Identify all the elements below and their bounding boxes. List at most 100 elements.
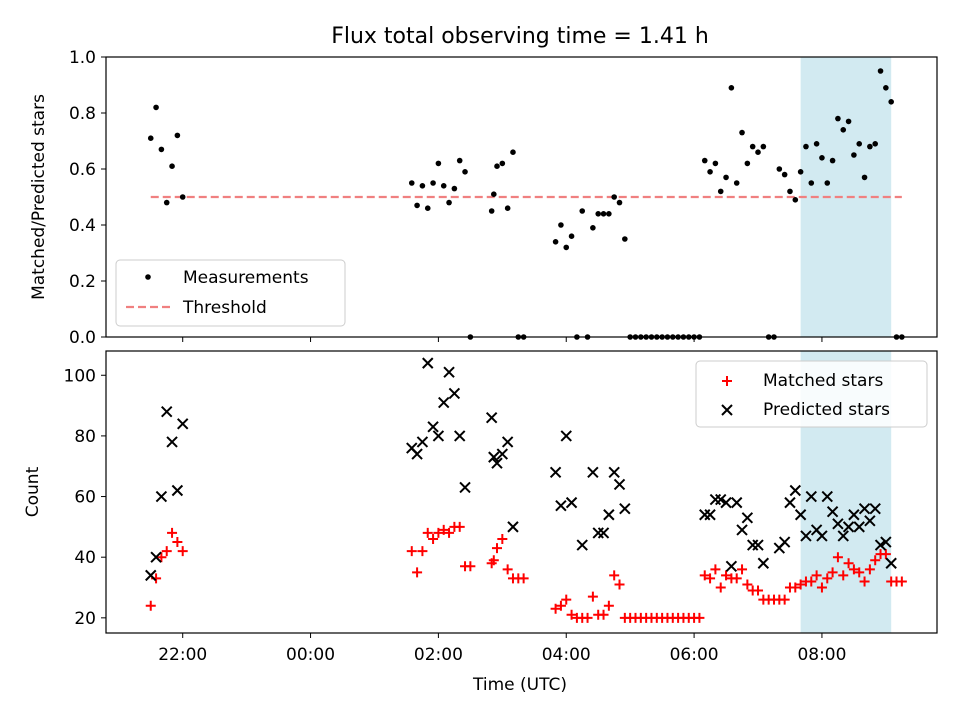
- predicted-star-point: [448, 387, 461, 400]
- matched-star-point: [412, 567, 423, 578]
- predicted-star-point: [608, 466, 620, 478]
- legend-matched-label: Matched stars: [763, 371, 883, 391]
- predicted-star-point: [432, 430, 445, 442]
- predicted-star-point: [501, 436, 514, 448]
- y-tick-label: 0.2: [69, 272, 96, 292]
- matched-star-point: [465, 561, 476, 572]
- measurement-point: [611, 194, 617, 200]
- predicted-star-point: [597, 527, 610, 539]
- y-tick-label: 0.4: [69, 216, 96, 236]
- predicted-star-point: [166, 436, 178, 448]
- x-tick-label: 22:00: [158, 645, 207, 665]
- matched-star-point: [699, 570, 710, 581]
- measurement-point: [707, 169, 713, 175]
- predicted-star-point: [565, 496, 578, 509]
- measurement-point: [845, 118, 852, 125]
- measurement-point: [414, 202, 420, 209]
- measurement-point: [622, 236, 628, 242]
- matched-star-point: [843, 558, 854, 569]
- matched-star-point: [614, 579, 625, 590]
- measurement-point: [147, 135, 154, 141]
- matched-star-point: [156, 552, 167, 563]
- measurement-point: [723, 174, 729, 181]
- predicted-star-point: [411, 448, 423, 460]
- predicted-star-point: [778, 536, 791, 548]
- x-tick-label: 08:00: [797, 645, 846, 665]
- matched-star-point: [406, 546, 417, 557]
- predicted-star-point: [459, 481, 471, 494]
- measurement-point: [701, 157, 708, 164]
- y-tick-label: 0.6: [69, 160, 96, 180]
- predicted-star-point: [736, 524, 748, 536]
- measurement-point: [872, 141, 879, 147]
- matched-star-point: [880, 549, 891, 560]
- predicted-star-point: [794, 509, 807, 521]
- matched-star-point: [705, 573, 716, 584]
- measurement-point: [888, 99, 894, 105]
- predicted-star-point: [177, 418, 189, 430]
- y-tick-label: 20: [74, 609, 96, 629]
- predicted-star-point: [853, 521, 865, 533]
- count-axes-frame: [105, 350, 938, 634]
- predicted-star-point: [731, 496, 743, 509]
- predicted-star-point: [496, 448, 509, 460]
- matched-star-point: [811, 570, 822, 581]
- measurement-point: [712, 160, 719, 167]
- measurement-point: [776, 166, 783, 172]
- measurement-point: [835, 115, 841, 122]
- measurement-point: [797, 169, 804, 175]
- measurement-point: [494, 163, 500, 169]
- measurement-point: [733, 180, 740, 186]
- predicted-star-point: [789, 484, 802, 497]
- measurement-point: [808, 180, 815, 186]
- matched-star-point: [161, 546, 172, 557]
- measurement-point: [717, 188, 724, 195]
- x-axis-label: Time (UTC): [472, 675, 567, 695]
- measurement-point: [803, 143, 809, 150]
- measurement-point: [590, 225, 596, 231]
- measurement-point: [158, 146, 165, 153]
- measurement-point: [739, 129, 745, 136]
- matched-star-point: [737, 564, 748, 575]
- matched-star-point: [502, 564, 513, 575]
- measurement-point: [760, 143, 767, 150]
- matched-star-point: [609, 570, 620, 581]
- matched-star-point: [822, 573, 833, 584]
- matched-star-point: [795, 579, 806, 590]
- matched-star-point: [742, 579, 753, 590]
- measurement-point: [424, 205, 431, 211]
- measurement-point: [456, 157, 463, 164]
- predicted-star-point: [549, 466, 562, 478]
- x-tick-label: 02:00: [414, 645, 463, 665]
- matched-star-point: [710, 564, 721, 575]
- predicted-star-point: [880, 536, 892, 548]
- predicted-star-point: [816, 530, 828, 542]
- measurement-point: [579, 208, 586, 214]
- predicted-star-point: [869, 502, 881, 515]
- measurement-point: [451, 185, 458, 192]
- legend-predicted-label: Predicted stars: [763, 400, 890, 420]
- measurement-point: [510, 149, 516, 155]
- measurement-point: [462, 169, 468, 175]
- count-legend: [695, 360, 928, 428]
- measurement-point: [446, 199, 452, 206]
- predicted-star-point: [427, 421, 439, 433]
- legend-predicted-marker: [721, 404, 733, 416]
- predicted-star-point: [416, 436, 429, 448]
- matched-star-point: [444, 527, 455, 538]
- predicted-star-point: [746, 539, 759, 551]
- predicted-star-point: [832, 518, 844, 530]
- measurement-point: [787, 188, 793, 195]
- matched-star-point: [550, 603, 561, 614]
- measurement-point: [856, 141, 863, 147]
- measurement-point: [179, 194, 186, 200]
- predicted-star-point: [741, 512, 754, 524]
- measurement-point: [568, 233, 575, 239]
- predicted-star-point: [826, 506, 839, 518]
- measurement-point: [558, 222, 564, 228]
- measurement-point: [792, 197, 799, 203]
- measurement-point: [824, 180, 831, 186]
- matched-star-point: [561, 594, 572, 605]
- y-tick-label: 60: [74, 488, 96, 508]
- measurement-point: [419, 183, 426, 189]
